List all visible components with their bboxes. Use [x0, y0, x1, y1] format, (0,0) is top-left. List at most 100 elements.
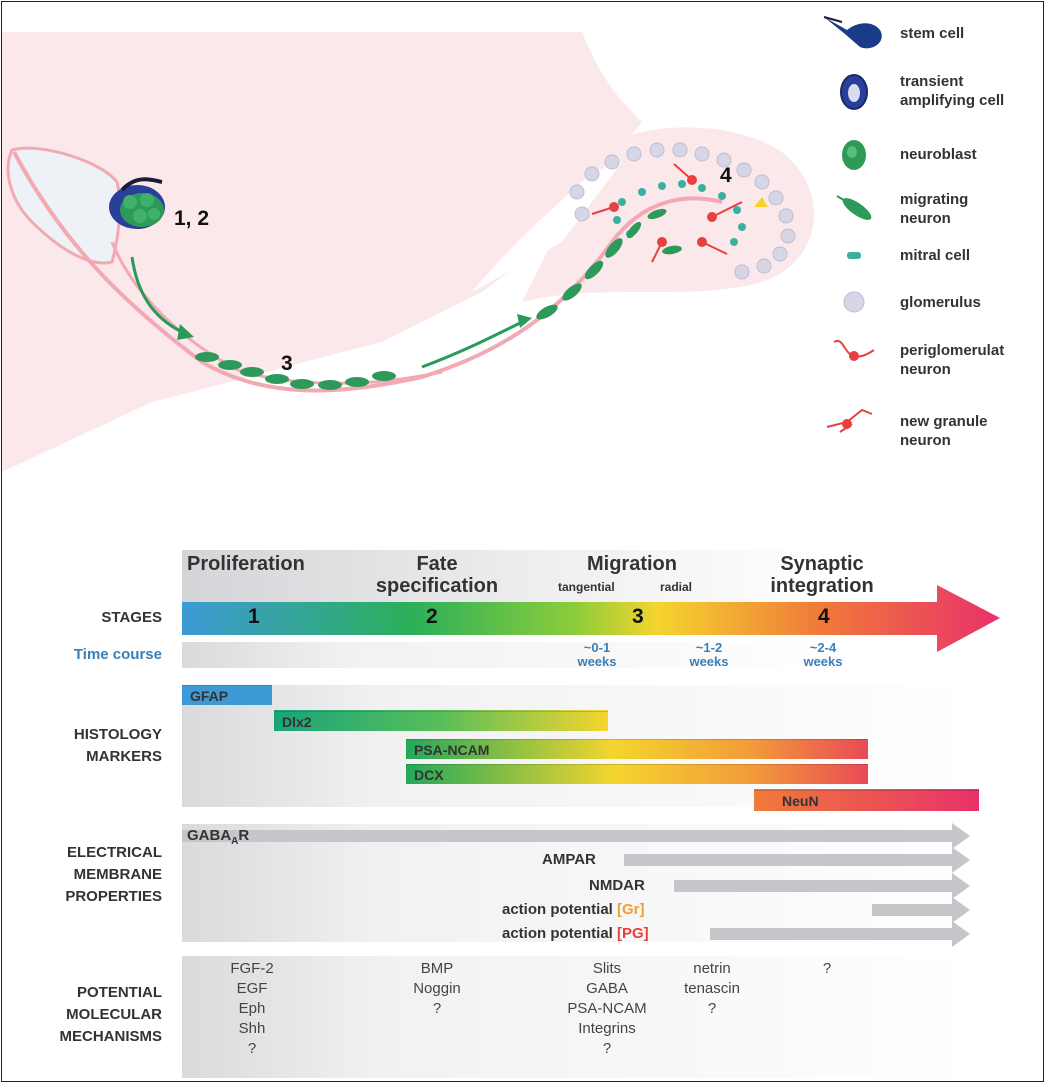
time-course-band: [182, 642, 837, 668]
mol-item: tenascin: [684, 980, 740, 997]
legend-neuroblast: neuroblast: [900, 146, 977, 163]
mol-item: EGF: [236, 980, 268, 997]
mol-item: ?: [707, 1000, 717, 1017]
stage-tangential: tangential: [558, 580, 615, 594]
prop-nmdar: NMDAR: [589, 877, 645, 894]
mitral-cell-icon: [847, 252, 861, 259]
label-step-3: 3: [281, 352, 293, 375]
molecular-panel: [182, 956, 972, 1078]
mol-item: BMP: [420, 960, 454, 977]
stages-row-label: STAGES: [101, 609, 162, 626]
new-granule-neuron-icon: [826, 408, 873, 433]
marker-gfap: GFAP: [182, 685, 272, 705]
histology-row-label: HISTOLOGY MARKERS: [73, 726, 162, 765]
legend-transient-amplifying: transient amplifying cell: [900, 73, 1005, 109]
stage-number-2: 2: [426, 605, 438, 628]
gaba-suffix: R: [238, 827, 250, 844]
ap-gr-text: action potential: [502, 901, 618, 918]
ap-pg-tag: [PG]: [617, 925, 649, 942]
legend-stem-cell: stem cell: [900, 25, 965, 42]
electrical-arrows: [272, 823, 970, 947]
legend-migrating-neuron: migrating neuron: [900, 191, 969, 227]
stage-synaptic-integration: Synaptic integration: [770, 553, 874, 597]
time-value-1: ~0-1 weeks: [577, 640, 617, 669]
stage-fate-specification: Fate specification: [375, 553, 499, 597]
electrical-row-label: ELECTRICAL MEMBRANE PROPERTIES: [65, 844, 162, 905]
marker-neun: NeuN: [754, 790, 979, 810]
migration-arrowhead-1: [177, 324, 194, 340]
prop-action-potential-pg: action potential [PG]: [502, 925, 649, 943]
molecular-row-label: POTENTIAL MOLECULAR MECHANISMS: [59, 984, 162, 1045]
transient-amplifying-cell-icon: [840, 74, 868, 110]
stage-number-3: 3: [632, 605, 644, 628]
mol-item: Slits: [592, 960, 622, 977]
mol-item: ?: [602, 1040, 612, 1057]
mol-item: PSA-NCAM: [567, 1000, 647, 1017]
mol-item: ?: [432, 1000, 442, 1017]
stage-migration: Migration: [587, 553, 677, 575]
ob-new-neurons: [591, 163, 743, 263]
label-step-1-2: 1, 2: [174, 207, 210, 230]
ap-gr-tag: [Gr]: [617, 901, 645, 918]
stages-arrow: [182, 585, 1000, 652]
mol-item: Shh: [238, 1020, 266, 1037]
migration-arrows: [130, 256, 523, 369]
migrating-neuron-icon: [836, 195, 872, 220]
stage-radial: radial: [660, 580, 693, 594]
marker-dlx2: Dlx2: [274, 711, 608, 731]
stem-cell-icon: [823, 16, 882, 49]
periglomerular-neuron-icon: [833, 339, 875, 361]
stage-number-4: 4: [818, 605, 830, 628]
time-course-label: Time course: [73, 646, 162, 663]
gfap-bar: [182, 685, 272, 705]
molecular-col-fate: BMP Noggin ?: [392, 959, 482, 1019]
molecular-col-migration-radial: netrin tenascin ?: [667, 959, 757, 1019]
rms-neuroblast-chain: [195, 238, 623, 390]
mol-item: Integrins: [578, 1020, 636, 1037]
glomerulus-icon: [843, 291, 865, 313]
gaba-bar-start: [182, 830, 274, 842]
mol-item: FGF-2: [230, 960, 274, 977]
mol-item: Noggin: [413, 980, 461, 997]
migration-arrowhead-2: [517, 314, 532, 328]
dcx-bar: [406, 764, 868, 784]
lateral-ventricle: [6, 146, 122, 265]
neuroblast-icon: [842, 140, 866, 170]
legend-mitral-cell: mitral cell: [900, 247, 971, 264]
legend-periglomerular-neuron: periglomerulat neuron: [900, 342, 1005, 378]
stage-header-band: [182, 550, 822, 602]
rms-path: [12, 151, 723, 393]
molecular-col-migration-tangential: Slits GABA PSA-NCAM Integrins ?: [547, 959, 667, 1059]
mol-item: Eph: [238, 1000, 266, 1017]
neun-bar: [754, 789, 979, 811]
gaba-subscript: A: [231, 836, 239, 847]
marker-dcx: DCX: [406, 764, 868, 784]
gaba-text: GABA: [187, 827, 232, 844]
time-value-3: ~2-4 weeks: [803, 640, 843, 669]
ob-yellow-cell: [754, 197, 768, 207]
prop-ampar: AMPAR: [542, 851, 596, 868]
time-value-2: ~1-2 weeks: [689, 640, 729, 669]
psa-ncam-bar: [406, 739, 868, 759]
inner-white-region: [472, 162, 622, 292]
legend-new-granule-neuron: new granule neuron: [900, 413, 988, 449]
stage-number-1: 1: [248, 605, 260, 628]
mol-item: GABA: [586, 980, 628, 997]
mol-item: ?: [247, 1040, 257, 1057]
mol-item: ?: [822, 960, 832, 977]
prop-gabaar: GABAAR: [187, 827, 249, 851]
mol-item: netrin: [693, 960, 731, 977]
molecular-col-proliferation: FGF-2 EGF Eph Shh ?: [207, 959, 297, 1059]
dlx2-bar: [274, 710, 608, 731]
glomeruli-ring: [569, 142, 796, 280]
legend-glomerulus: glomerulus: [900, 294, 981, 311]
prop-action-potential-gr: action potential [Gr]: [502, 901, 645, 919]
stage-proliferation: Proliferation: [187, 553, 305, 575]
marker-psa-ncam: PSA-NCAM: [406, 739, 868, 759]
ap-pg-text: action potential: [502, 925, 618, 942]
svz-cell-cluster: [109, 177, 165, 229]
label-step-4: 4: [720, 164, 732, 187]
molecular-col-synaptic: ?: [792, 959, 862, 979]
